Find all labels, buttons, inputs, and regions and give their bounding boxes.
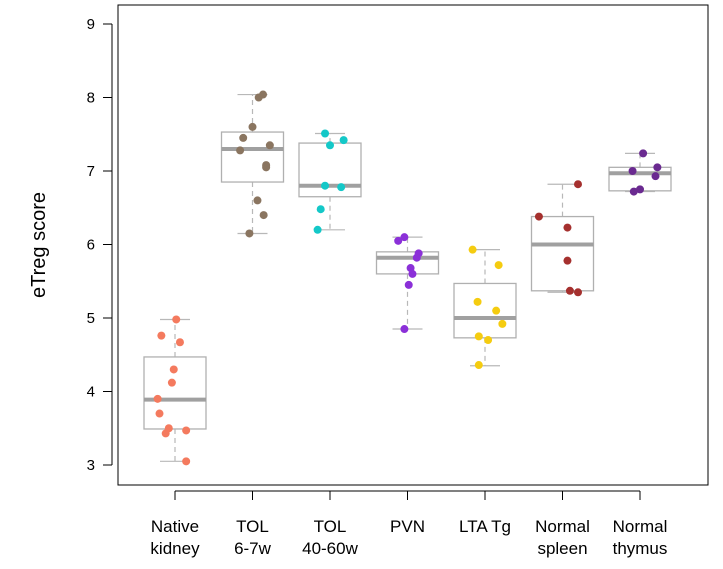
x-axis: Native kidney TOL 6-7w TOL 40-60w PVN LTA Tg Nor… — [150, 490, 668, 558]
data-point — [262, 163, 271, 172]
y-tick-label: 5 — [87, 310, 95, 327]
box-iqr — [143, 356, 207, 430]
y-axis-title: eTreg score — [28, 192, 50, 298]
data-point — [259, 211, 268, 220]
data-point — [239, 133, 248, 142]
data-point — [408, 269, 417, 278]
data-point — [321, 129, 330, 138]
data-point — [182, 457, 191, 466]
y-axis: 3 4 5 6 7 8 9 — [87, 16, 113, 474]
box-iqr — [530, 215, 595, 292]
data-point — [628, 167, 637, 175]
data-point — [400, 325, 409, 334]
x-category-label: spleen — [537, 539, 587, 558]
box-group — [298, 129, 362, 234]
data-point — [404, 280, 413, 289]
y-tick-label: 3 — [87, 457, 95, 474]
data-point — [484, 336, 493, 345]
box-group — [608, 149, 672, 196]
box-groups — [143, 90, 672, 466]
box-iqr — [298, 142, 362, 198]
data-point — [474, 332, 483, 341]
plot-frame — [117, 4, 709, 486]
data-point — [412, 253, 421, 262]
data-point — [248, 122, 257, 131]
data-point — [636, 185, 644, 194]
y-tick-label: 9 — [87, 16, 95, 33]
data-point — [563, 223, 572, 232]
y-tick-label: 7 — [87, 163, 95, 180]
box-group — [375, 233, 440, 334]
box-iqr — [375, 251, 440, 275]
box-iqr — [220, 131, 285, 183]
x-category-label: Normal — [535, 517, 590, 536]
data-point — [254, 93, 263, 102]
data-point — [492, 306, 501, 315]
data-point — [265, 141, 274, 150]
data-point — [400, 233, 409, 242]
data-point — [169, 365, 178, 374]
data-point — [534, 212, 543, 221]
box-group — [530, 180, 595, 297]
data-point — [653, 163, 662, 172]
data-point — [157, 331, 166, 340]
x-category-label: thymus — [613, 539, 668, 558]
x-category-label: Native — [151, 517, 199, 536]
data-point — [574, 180, 582, 189]
data-point — [175, 338, 184, 347]
data-point — [468, 245, 477, 254]
data-point — [182, 426, 191, 435]
box-group — [453, 245, 517, 370]
data-point — [155, 409, 164, 418]
x-category-label: Normal — [613, 517, 668, 536]
box-iqr — [453, 282, 517, 339]
x-category-label: TOL — [236, 517, 269, 536]
data-point — [339, 136, 348, 145]
x-category-label: kidney — [150, 539, 200, 558]
data-point — [473, 297, 482, 306]
box-group — [143, 315, 207, 466]
data-point — [313, 225, 322, 234]
data-point — [167, 378, 176, 387]
data-point — [161, 429, 170, 438]
box-group — [220, 90, 285, 238]
data-point — [326, 141, 334, 150]
x-category-label: LTA Tg — [459, 517, 511, 536]
x-category-label: PVN — [390, 517, 425, 536]
data-point — [245, 229, 254, 238]
data-point — [651, 172, 660, 181]
y-tick-label: 4 — [87, 384, 95, 401]
data-point — [574, 288, 582, 297]
y-tick-label: 8 — [87, 90, 95, 107]
data-point — [153, 394, 162, 403]
data-point — [494, 261, 503, 270]
data-point — [172, 315, 181, 324]
data-point — [629, 187, 638, 196]
data-point — [565, 286, 574, 295]
data-point — [474, 361, 483, 370]
x-category-label: 6-7w — [234, 539, 272, 558]
data-point — [337, 183, 346, 192]
data-point — [253, 196, 262, 205]
data-point — [321, 181, 330, 190]
data-point — [563, 256, 572, 265]
data-point — [236, 146, 245, 155]
x-category-label: TOL — [314, 517, 347, 536]
x-category-label: 40-60w — [302, 539, 358, 558]
y-tick-label: 6 — [87, 237, 95, 254]
data-point — [639, 149, 648, 158]
data-point — [394, 236, 403, 245]
data-point — [316, 205, 325, 214]
data-point — [498, 319, 507, 328]
